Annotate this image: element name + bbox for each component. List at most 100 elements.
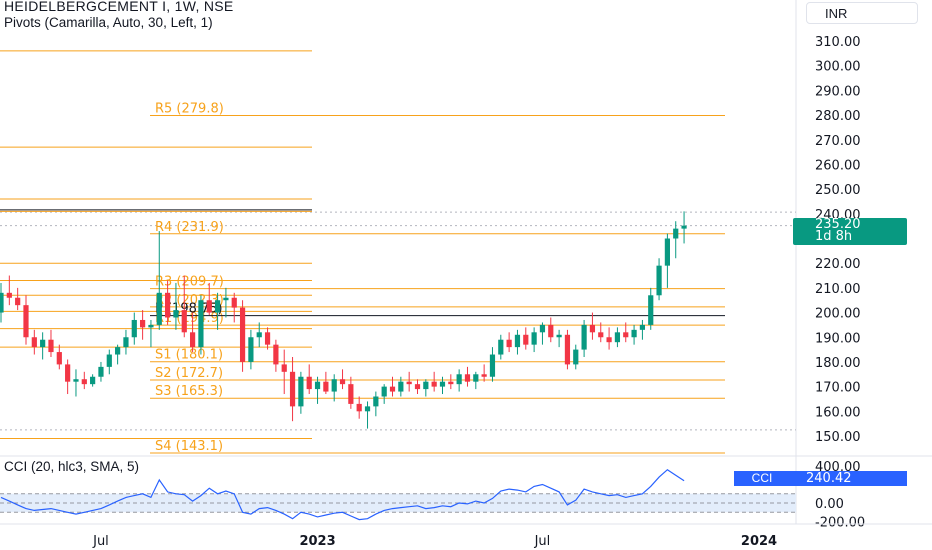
candle-body [598, 332, 604, 338]
candle [381, 384, 387, 404]
candle-body [189, 332, 196, 348]
bar-countdown: 1d 8h [815, 228, 853, 244]
candle [623, 322, 629, 343]
time-axis[interactable]: Jul 2023 Jul 2024 [0, 523, 932, 549]
candle-body [0, 292, 4, 313]
candle-body [40, 339, 46, 348]
candle [231, 292, 237, 323]
price-tick-label: 260.00 [815, 158, 861, 173]
candle-body [173, 310, 179, 318]
candle [498, 334, 504, 360]
candlestick-series [0, 211, 687, 429]
candle-body [306, 376, 312, 390]
price-grid [0, 211, 796, 431]
candle [81, 371, 87, 390]
candle [223, 287, 229, 318]
candle-body [81, 379, 87, 385]
candle [414, 379, 421, 395]
candle-body [398, 381, 404, 392]
candle-body [564, 334, 571, 365]
candle [464, 366, 471, 387]
pivot-label-r1: R1 (194.9) [155, 311, 224, 326]
price-tick-label: 270.00 [815, 134, 861, 149]
candle-body [681, 225, 687, 229]
candle-body [256, 332, 262, 338]
pivot-label-s1: S1 (180.1) [155, 348, 223, 363]
candle [573, 344, 579, 370]
time-tick-label: 2024 [741, 534, 777, 549]
candle [314, 376, 321, 404]
pivot-label-p: P (198.75) [155, 302, 223, 317]
price-tick-label: 180.00 [815, 356, 861, 371]
candle [181, 275, 187, 338]
price-tick-label: 160.00 [815, 405, 861, 420]
candle-body [431, 381, 437, 387]
candle-body [273, 344, 279, 365]
pivot-label-s3: S3 (165.3) [155, 384, 223, 399]
candle-body [181, 310, 187, 333]
candle [581, 319, 587, 357]
candle [156, 231, 162, 330]
candle-body [339, 379, 346, 385]
candle-body [314, 381, 321, 390]
candle [264, 327, 271, 350]
candle [273, 339, 279, 372]
pivot-label-r5: R5 (279.8) [155, 102, 224, 117]
cci-tag-name: CCI [734, 471, 790, 486]
candle-body [506, 339, 512, 348]
time-tick-label: Jul [92, 534, 109, 549]
candle [456, 369, 462, 392]
candle-body [298, 376, 304, 407]
candle [323, 371, 329, 395]
price-axis[interactable]: 310.00 300.00 290.00 280.00 270.00 260.00 250.… [815, 35, 861, 445]
pivot-label-s2: S2 (172.7) [155, 366, 223, 381]
cci-line [0, 468, 685, 521]
price-tick-label: 310.00 [815, 35, 861, 50]
candle [664, 233, 670, 288]
price-tick-label: 150.00 [815, 430, 861, 445]
candle-body [123, 337, 129, 348]
candle [56, 344, 62, 370]
candle [165, 280, 171, 325]
candle [148, 319, 154, 348]
candle [198, 295, 204, 355]
candle [606, 327, 612, 350]
candle-body [406, 381, 412, 385]
candle-body [448, 381, 454, 385]
candle-body [31, 337, 37, 348]
candle-body [65, 364, 71, 382]
pivot-label-r4: R4 (231.9) [155, 220, 224, 235]
candle [531, 327, 537, 353]
pivots-indicator-label[interactable]: Pivots (Camarilla, Auto, 30, Left, 1) [4, 15, 213, 30]
candle [106, 349, 112, 375]
candle-body [473, 374, 479, 382]
symbol-title[interactable]: HEIDELBERGCEMENT I, 1W, NSE [4, 0, 234, 14]
cci-indicator-label[interactable]: CCI (20, hlc3, SMA, 5) [4, 459, 140, 474]
candle [214, 292, 221, 330]
candle-body [423, 381, 429, 390]
candle-body [131, 319, 137, 338]
candle-body [589, 324, 596, 333]
candle [189, 312, 196, 353]
candle-body [6, 292, 12, 298]
cci-tag-value: 240.42 [790, 471, 907, 486]
price-tick-label: 170.00 [815, 381, 861, 396]
pivot-label-r3: R3 (209.7) [155, 275, 224, 290]
candle [281, 349, 287, 395]
candle [364, 401, 371, 429]
candle-body [206, 300, 212, 313]
candle [648, 287, 654, 330]
candle-body [323, 381, 329, 392]
candle [639, 319, 646, 340]
candle-body [639, 324, 646, 330]
candle-body [623, 332, 629, 338]
candle-body [140, 319, 146, 328]
candle [398, 376, 404, 397]
time-tick-label: Jul [534, 534, 551, 549]
candle [123, 329, 129, 355]
currency-selector[interactable]: INR [806, 2, 918, 24]
candle [348, 376, 354, 409]
candle-body [548, 324, 554, 338]
price-tick-label: 200.00 [815, 307, 861, 322]
